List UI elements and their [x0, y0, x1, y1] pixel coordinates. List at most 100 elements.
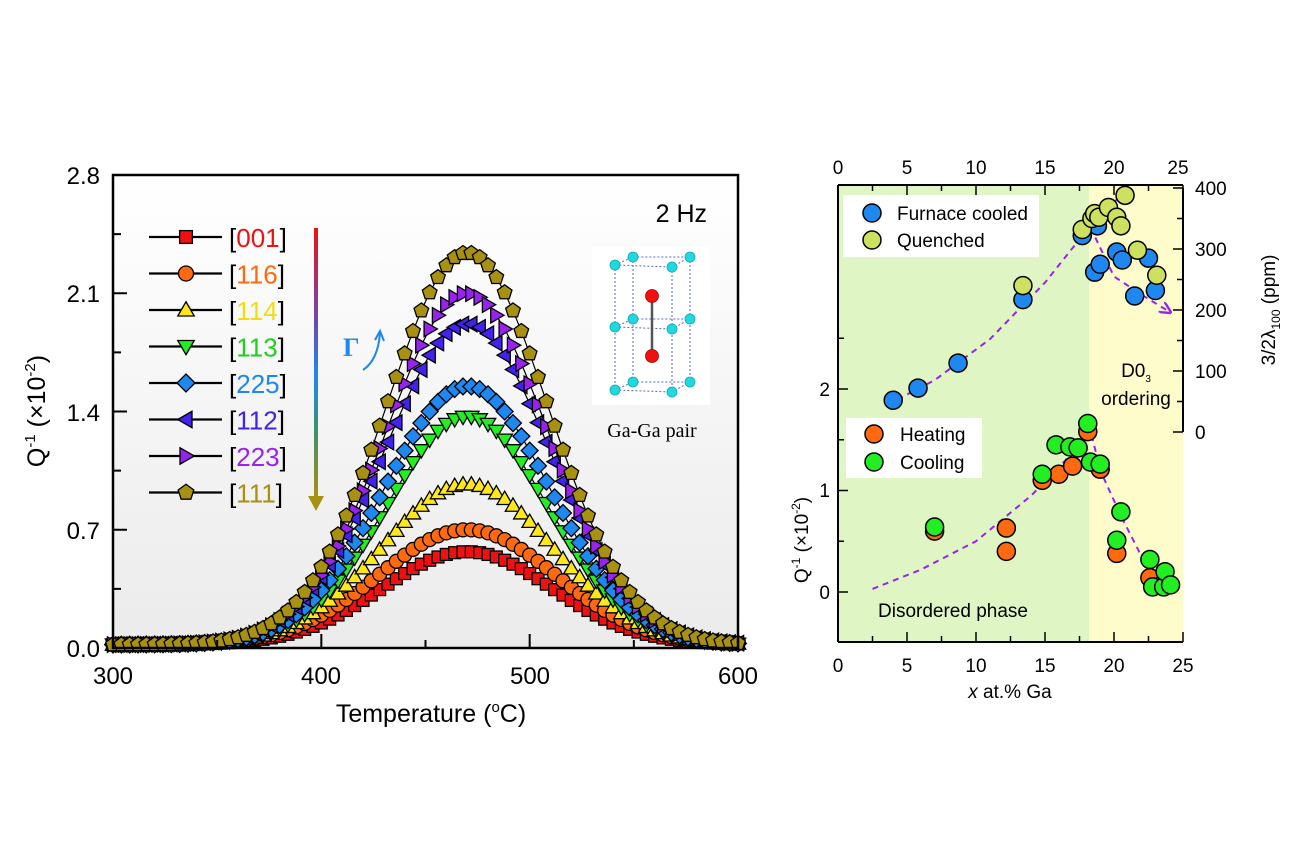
data-point	[1032, 464, 1052, 485]
data-point	[538, 392, 555, 409]
legend-marker	[176, 410, 193, 429]
data-point	[437, 417, 456, 433]
data-point	[487, 424, 506, 440]
data-point	[387, 521, 406, 538]
data-point	[403, 426, 423, 446]
legend-label: [111]	[229, 479, 283, 509]
legend-entry: [225]	[149, 369, 287, 399]
data-point	[587, 584, 606, 600]
bottom-x-tick-label: 10	[965, 656, 986, 677]
data-point	[487, 392, 506, 412]
fe-atom	[609, 384, 621, 396]
data-point	[429, 268, 447, 285]
bottom-x-tick-label: 20	[1103, 656, 1124, 677]
legend-marker	[179, 446, 196, 466]
left-y-tick-label: 1.4	[67, 400, 100, 427]
data-point	[1111, 216, 1131, 236]
data-point	[512, 455, 531, 472]
data-point	[1013, 275, 1033, 296]
fe-atom	[627, 376, 639, 388]
data-point	[529, 368, 547, 385]
data-point	[412, 413, 431, 433]
data-point	[395, 394, 411, 413]
fe-atom	[609, 259, 621, 271]
data-point	[579, 576, 597, 592]
data-point	[1140, 549, 1160, 570]
data-point	[370, 540, 389, 556]
data-point	[512, 426, 531, 446]
legend-entry: [113]	[149, 333, 285, 363]
top-x-tick-label: 15	[1034, 158, 1055, 179]
gamma-label: Γ	[343, 333, 360, 362]
data-point	[479, 324, 495, 343]
data-point	[321, 543, 338, 559]
data-point	[404, 377, 420, 395]
data-point	[562, 559, 581, 575]
right-x-axis-title: x at.% Ga	[967, 682, 1052, 703]
data-point	[370, 488, 389, 507]
data-point	[495, 402, 514, 421]
data-point	[379, 531, 397, 547]
data-point	[908, 378, 928, 398]
data-point	[553, 503, 573, 523]
data-point	[346, 486, 363, 503]
data-point	[395, 512, 414, 529]
data-point	[415, 336, 431, 355]
data-point	[362, 503, 381, 523]
data-point	[521, 345, 538, 361]
data-point	[1124, 286, 1145, 306]
data-point	[423, 320, 439, 338]
data-point	[413, 302, 430, 318]
fe-atom	[666, 323, 678, 335]
top-x-tick-label: 10	[965, 158, 986, 179]
left-series-group	[103, 244, 748, 654]
d03-label: D03	[1121, 361, 1151, 385]
data-point	[379, 392, 397, 409]
data-point	[379, 433, 395, 451]
data-point	[629, 593, 647, 610]
data-point	[570, 568, 589, 584]
gamma-increase-arrow-head	[374, 328, 385, 342]
data-point	[345, 568, 364, 584]
data-point	[304, 571, 322, 588]
data-point	[429, 424, 447, 440]
data-point	[588, 526, 605, 542]
legend-marker-heating	[864, 424, 884, 444]
right-chart-q-vs-ga-content: Furnace cooled Quenched Heating Cooling …	[789, 158, 1283, 703]
data-point	[488, 268, 505, 285]
data-point	[545, 488, 564, 507]
series-111	[104, 244, 747, 652]
data-point	[1078, 413, 1098, 434]
data-point	[420, 433, 439, 449]
fe-atom	[684, 376, 696, 388]
left-y-axis-title: Q-1 (×10-2)	[22, 355, 51, 467]
data-point	[412, 360, 428, 379]
data-point	[362, 472, 378, 490]
data-point	[387, 482, 406, 498]
data-point	[562, 518, 581, 538]
data-point	[621, 583, 638, 600]
legend-marker-furnace-cooled	[862, 203, 882, 223]
legend-entry: [001]	[149, 223, 287, 253]
disordered-region	[838, 185, 1090, 642]
data-point	[529, 482, 547, 498]
data-point	[370, 452, 386, 471]
data-point	[396, 345, 413, 361]
data-point	[529, 521, 547, 538]
right-y-tick-label: 400	[1195, 179, 1227, 200]
data-point	[313, 558, 330, 574]
legend-marker-quenched	[862, 230, 882, 250]
left-y-tick-label: 2.8	[67, 163, 100, 190]
data-point	[1112, 250, 1133, 270]
left-x-tick-label: 500	[510, 663, 550, 690]
legend-entry: [112]	[149, 406, 285, 436]
data-point	[554, 550, 572, 566]
data-point	[481, 295, 497, 314]
legend-entry: [223]	[149, 442, 287, 472]
series-cooling	[924, 413, 1181, 597]
data-point	[498, 320, 514, 338]
legend-label: [116]	[229, 260, 285, 290]
data-point	[412, 444, 431, 460]
gamma-order-arrow-shaft	[314, 228, 318, 496]
data-point	[571, 486, 588, 503]
